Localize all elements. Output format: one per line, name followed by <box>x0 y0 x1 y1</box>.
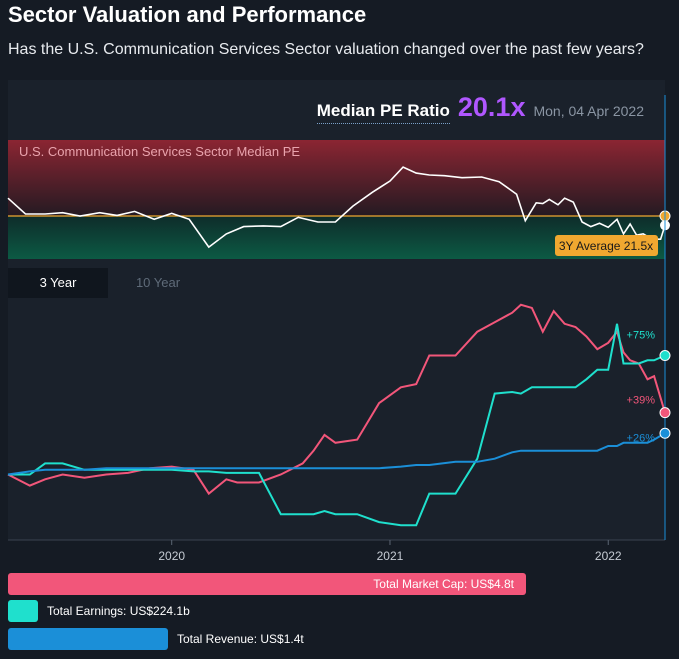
pe-date: Mon, 04 Apr 2022 <box>533 103 644 119</box>
x-tick-label: 2020 <box>158 549 185 563</box>
tab-3-year[interactable]: 3 Year <box>8 268 108 298</box>
revenue-line <box>7 432 666 476</box>
pe-average-label: 3Y Average 21.5x <box>559 239 653 253</box>
pe-ratio-value: 20.1x <box>457 92 526 122</box>
page-title: Sector Valuation and Performance <box>8 2 367 27</box>
pe-band-label: U.S. Communication Services Sector Media… <box>19 144 300 159</box>
market-cap-end-marker <box>659 407 671 419</box>
page-subtitle: Has the U.S. Communication Services Sect… <box>8 41 644 58</box>
earnings-change-label: +75% <box>627 330 656 342</box>
x-tick-label: 2022 <box>595 549 622 563</box>
legend-market-cap-bar: Total Market Cap: US$4.8t <box>8 573 526 595</box>
market-cap-change-label: +39% <box>627 395 656 407</box>
earnings-end-marker <box>659 350 671 362</box>
revenue-change-label: +26% <box>627 432 656 444</box>
growth-chart: 2020 2021 2022 +39% +75% +26% <box>7 95 671 563</box>
pe-ratio-label[interactable]: Median PE Ratio <box>316 101 450 124</box>
legend-market-cap-label: Total Market Cap: US$4.8t <box>373 577 514 591</box>
legend-earnings-label: Total Earnings: US$224.1b <box>47 604 190 618</box>
legend-revenue-bar <box>8 628 168 650</box>
earnings-line <box>8 323 666 527</box>
legend-earnings-bar <box>8 600 38 622</box>
pe-average-badge <box>555 235 658 256</box>
pe-header: Median PE Ratio 20.1x Mon, 04 Apr 2022 <box>316 92 644 124</box>
revenue-end-marker <box>659 427 671 439</box>
legend-revenue-label: Total Revenue: US$1.4t <box>177 632 304 646</box>
pe-chart: 3Y Average 21.5x <box>7 166 671 256</box>
x-tick-label: 2021 <box>377 549 404 563</box>
market-cap-line <box>7 303 666 496</box>
pe-series-line <box>7 166 666 249</box>
tab-10-year[interactable]: 10 Year <box>135 275 181 290</box>
period-tabs: 3 Year 10 Year <box>8 268 208 298</box>
